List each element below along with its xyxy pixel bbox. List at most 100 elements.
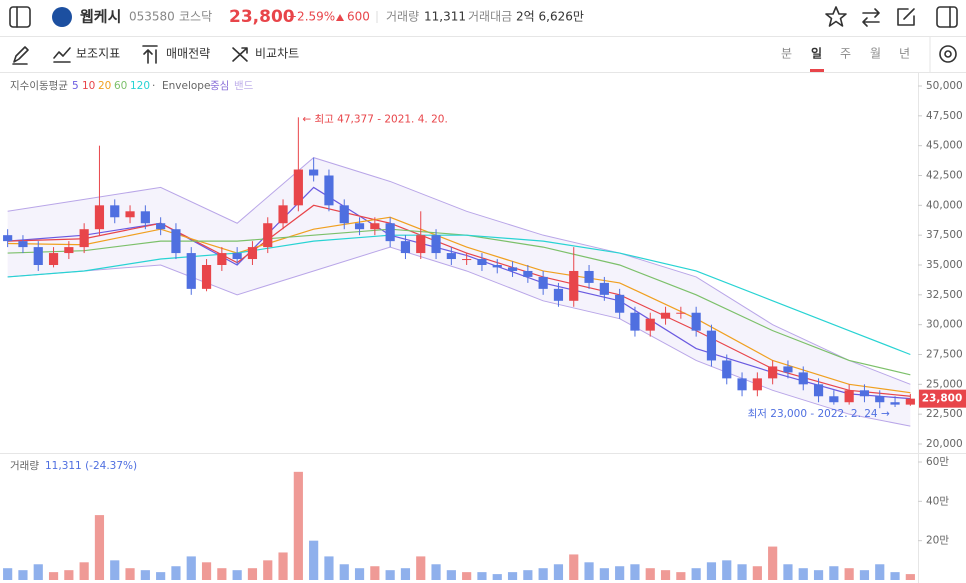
volume-subtitle: 11,311 (-24.37%) [45, 460, 137, 472]
compare-icon[interactable] [232, 47, 248, 62]
y-tick-label: 25,000 [926, 378, 963, 390]
candle-body [569, 270, 579, 301]
edit-icon[interactable] [897, 8, 915, 26]
market: 코스닥 [179, 10, 212, 24]
period-tab[interactable]: 월 [870, 47, 881, 61]
high-annotation: ← 최고 47,377 - 2021. 4. 20. [302, 113, 447, 125]
y-tick-label: 20만 [926, 535, 949, 547]
volume-bar [462, 572, 472, 580]
volume-bar [309, 540, 319, 580]
legend-envelope-band: 밴드 [234, 80, 254, 92]
volume-bar [446, 570, 456, 580]
candle-body [232, 253, 242, 260]
moving-average [7, 234, 911, 356]
candle-body [553, 288, 564, 301]
y-tick-label: 42,500 [926, 170, 963, 182]
candle-body [247, 247, 258, 260]
envelope-fill [7, 157, 911, 427]
volume-bar [171, 566, 181, 580]
y-tick-label: 40,000 [926, 199, 963, 211]
volume-bar [354, 568, 365, 580]
candle-body [829, 396, 839, 403]
legend-separator: · [152, 80, 155, 92]
volume-bar [339, 564, 349, 580]
candle-body [676, 312, 686, 314]
stock-name: 웹케시 [80, 8, 121, 26]
volume-label: 거래량 [386, 10, 419, 24]
up-triangle [336, 14, 344, 21]
volume-bar [400, 568, 411, 580]
volume-bar [416, 556, 426, 580]
candle-body [110, 205, 120, 218]
candle-body [293, 169, 303, 206]
volume-bar [48, 572, 59, 580]
volume-bar [523, 570, 533, 580]
volume-bar [263, 560, 273, 580]
volume-bar [94, 515, 105, 580]
volume-bar [660, 570, 671, 580]
candle-body [660, 312, 671, 319]
candle-body [768, 366, 778, 379]
candle-body [523, 270, 533, 277]
active-underline [810, 69, 824, 72]
candle-body [48, 253, 59, 265]
y-tick-label: 60만 [926, 456, 949, 468]
candle-body [201, 265, 212, 289]
indicators-button[interactable]: 보조지표 [76, 47, 120, 61]
volume-bar [691, 568, 701, 580]
volume-bar [553, 564, 564, 580]
volume-bar [324, 556, 334, 580]
compare-button[interactable]: 비교차트 [255, 47, 299, 61]
candle-body [339, 205, 349, 224]
strategy-button[interactable]: 매매전략 [166, 47, 210, 61]
panel-icon[interactable] [936, 6, 958, 28]
volume-bar [798, 568, 808, 580]
candle-body [309, 169, 319, 176]
strategy-icon[interactable] [142, 45, 158, 64]
volume-bar [293, 471, 303, 580]
indicator-icon[interactable] [53, 47, 71, 63]
candle-body [859, 390, 870, 397]
envelope-line [7, 246, 911, 427]
period-tab[interactable]: 일 [811, 47, 822, 61]
swap-icon[interactable] [862, 8, 880, 27]
candle-body [125, 211, 135, 218]
candle-body [813, 384, 824, 397]
y-tick-label: 30,000 [926, 319, 963, 331]
period-tab[interactable]: 분 [781, 47, 792, 61]
draw-icon[interactable] [12, 46, 29, 65]
stock-code: 053580 [129, 10, 175, 24]
candle-body [446, 253, 456, 260]
volume-bar [829, 566, 839, 580]
candle-body [783, 366, 793, 373]
candle-body [431, 235, 441, 254]
legend-entry: 10 [82, 80, 95, 92]
period-tab[interactable]: 년 [899, 47, 910, 61]
volume-bar [844, 568, 854, 580]
volume-bar [64, 570, 74, 580]
candle-body [630, 312, 640, 331]
candle-body [798, 372, 808, 385]
volume-bar [125, 568, 135, 580]
volume-bar [538, 568, 548, 580]
candle-body [492, 265, 502, 268]
volume-bar [217, 568, 227, 580]
volume-bar [890, 572, 900, 580]
candle-body [140, 211, 150, 224]
volume-bar [783, 564, 793, 580]
change-rate: +2.59% [287, 10, 335, 24]
sidebar-icon[interactable] [9, 6, 31, 28]
settings-icon[interactable] [939, 45, 957, 63]
volume-bar [737, 564, 747, 580]
volume-bar [752, 566, 762, 580]
candle-body [645, 318, 655, 331]
candle-body [538, 276, 548, 289]
volume-bar [584, 562, 594, 580]
favorite-icon[interactable] [825, 6, 847, 27]
candle-body [370, 223, 380, 230]
volume-bar [247, 568, 258, 580]
period-tab[interactable]: 주 [840, 47, 851, 61]
candle-body [400, 241, 411, 254]
volume-bar [813, 570, 824, 580]
candle-body [171, 229, 181, 254]
